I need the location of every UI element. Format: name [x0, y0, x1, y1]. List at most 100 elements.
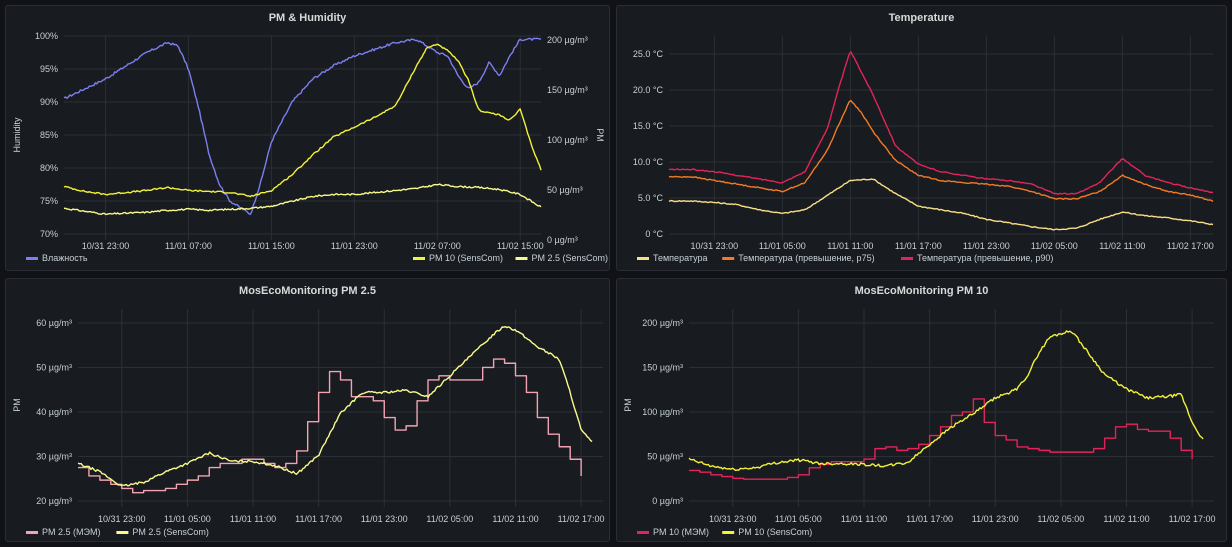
- series-line-1-1: [668, 99, 1214, 203]
- legend-label: Температура: [653, 253, 708, 263]
- y-tick-label: 85%: [40, 130, 58, 140]
- legend-swatch: [515, 257, 528, 260]
- x-tick-label: 11/01 23:00: [963, 241, 1010, 251]
- x-tick-label: 11/01 07:00: [165, 241, 212, 251]
- x-tick-label: 11/01 23:00: [361, 514, 408, 524]
- x-tick-label: 11/01 17:00: [906, 514, 953, 524]
- y-tick-label: 95%: [40, 64, 58, 74]
- x-tick-label: 10/31 23:00: [709, 514, 757, 524]
- chart-temperature: 0 °C 5.0 °C 10.0 °C 15.0 °C 20.0 °C 25.0 °C 10…: [633, 36, 1214, 263]
- panel-pm-humidity: PM & Humidity 70% 75% 80% 85% 90% 95% 100% 0 µg…: [5, 5, 610, 271]
- legend-label: PM 10 (МЭМ): [653, 527, 709, 537]
- y-tick-label: 10.0 °C: [633, 157, 664, 167]
- x-tick-label: 10/31 23:00: [98, 514, 146, 524]
- panel-pm25: MosEcoMonitoring PM 2.5 20 µg/m³ 30 µg/m³…: [5, 278, 610, 542]
- y-tick-label: 15.0 °C: [633, 121, 664, 131]
- x-tick-label: 11/02 11:00: [492, 514, 538, 524]
- y2-tick-label: 200 µg/m³: [547, 35, 588, 45]
- panel-title[interactable]: MosEcoMonitoring PM 10: [854, 285, 989, 297]
- y-tick-label: 50 µg/m³: [36, 363, 72, 373]
- y-tick-label: 25.0 °C: [633, 49, 664, 59]
- legend-swatch: [637, 257, 649, 260]
- x-tick-label: 11/02 11:00: [1099, 241, 1145, 251]
- y-tick-label: 30 µg/m³: [36, 452, 72, 462]
- y2-tick-label: 0 µg/m³: [547, 235, 578, 245]
- series-line-2-1: [77, 325, 593, 487]
- y-tick-label: 40 µg/m³: [36, 407, 72, 417]
- legend-item[interactable]: PM 10 (МЭМ): [637, 527, 709, 537]
- x-tick-label: 10/31 23:00: [82, 241, 130, 251]
- y2-axis-label: PM: [595, 128, 605, 142]
- legend-label: PM 2.5 (SensCom): [132, 527, 209, 537]
- x-tick-label: 11/01 11:00: [841, 514, 887, 524]
- y-tick-label: 60 µg/m³: [36, 318, 72, 328]
- x-tick-label: 11/01 11:00: [230, 514, 276, 524]
- x-tick-label: 11/02 05:00: [1037, 514, 1084, 524]
- x-tick-label: 11/02 11:00: [1103, 514, 1149, 524]
- series-line-3-1: [688, 330, 1204, 472]
- panel-temperature: Temperature 0 °C 5.0 °C 10.0 °C 15.0 °C 20.0…: [616, 5, 1227, 271]
- legend-item[interactable]: PM 10 (SensCom): [722, 527, 812, 537]
- y-tick-label: 50 µg/m³: [647, 452, 683, 462]
- series-line-0-0: [63, 37, 542, 216]
- legend-item[interactable]: PM 2.5 (SensCom): [116, 527, 209, 537]
- x-tick-label: 11/01 17:00: [895, 241, 942, 251]
- x-tick-label: 11/02 17:00: [1167, 241, 1214, 251]
- y-tick-label: 75%: [40, 196, 58, 206]
- y-tick-label: 0 °C: [645, 229, 663, 239]
- legend-item[interactable]: PM 2.5 (МЭМ): [26, 527, 100, 537]
- y2-tick-label: 150 µg/m³: [547, 85, 588, 95]
- panel-title[interactable]: PM & Humidity: [268, 12, 347, 24]
- y-tick-label: 90%: [40, 97, 58, 107]
- series-line-1-0: [668, 178, 1214, 231]
- legend-swatch: [413, 257, 425, 260]
- x-tick-label: 11/02 07:00: [414, 241, 461, 251]
- panel-title[interactable]: Temperature: [888, 12, 955, 24]
- x-tick-label: 11/02 15:00: [497, 241, 544, 251]
- y2-tick-label: 50 µg/m³: [547, 185, 583, 195]
- x-tick-label: 11/01 23:00: [331, 241, 378, 251]
- chart-pm10: 0 µg/m³ 50 µg/m³ 100 µg/m³ 150 µg/m³ 200 µg/…: [623, 309, 1216, 537]
- x-tick-label: 11/01 17:00: [295, 514, 342, 524]
- legend-item[interactable]: Температура (превышение, p90): [901, 253, 1053, 263]
- legend-swatch: [637, 531, 649, 534]
- x-tick-label: 11/02 17:00: [558, 514, 605, 524]
- y-tick-label: 20 µg/m³: [36, 496, 72, 506]
- series-line-1-2: [668, 51, 1214, 195]
- y-tick-label: 20.0 °C: [633, 85, 664, 95]
- legend-item[interactable]: Температура: [637, 253, 708, 263]
- y-tick-label: 100%: [35, 31, 58, 41]
- legend-swatch: [901, 257, 913, 260]
- series-line-3-0: [689, 398, 1193, 480]
- legend-item[interactable]: PM 10 (SensCom): [413, 253, 503, 263]
- x-tick-label: 11/01 05:00: [164, 514, 211, 524]
- legend-item[interactable]: Влажность: [26, 253, 88, 263]
- legend-label: PM 10 (SensCom): [738, 527, 812, 537]
- legend-label: PM 2.5 (SensCom): [532, 253, 609, 263]
- legend-label: Температура (превышение, p90): [917, 253, 1053, 263]
- legend-item[interactable]: PM 2.5 (SensCom): [515, 253, 609, 263]
- legend-swatch: [722, 531, 735, 534]
- x-tick-label: 11/01 23:00: [972, 514, 1019, 524]
- panel-pm10: MosEcoMonitoring PM 10 0 µg/m³ 50 µg/m³ 10…: [616, 278, 1227, 542]
- legend-swatch: [116, 531, 129, 534]
- y-tick-label: 5.0 °C: [638, 193, 664, 203]
- x-tick-label: 11/01 15:00: [248, 241, 295, 251]
- legend-label: Температура (превышение, p75): [738, 253, 874, 263]
- x-tick-label: 10/31 23:00: [691, 241, 739, 251]
- x-tick-label: 11/02 17:00: [1169, 514, 1216, 524]
- y-axis-label: PM: [623, 398, 633, 412]
- y-tick-label: 100 µg/m³: [642, 407, 683, 417]
- y2-tick-label: 100 µg/m³: [547, 135, 588, 145]
- y-tick-label: 80%: [40, 163, 58, 173]
- x-tick-label: 11/01 05:00: [775, 514, 822, 524]
- panel-title[interactable]: MosEcoMonitoring PM 2.5: [239, 285, 376, 297]
- legend-label: PM 10 (SensCom): [429, 253, 503, 263]
- legend-item[interactable]: Температура (превышение, p75): [722, 253, 875, 263]
- series-line-0-2: [64, 183, 542, 216]
- x-tick-label: 11/02 05:00: [1031, 241, 1078, 251]
- y-axis-label: Humidity: [12, 117, 22, 153]
- chart-pm25: 20 µg/m³ 30 µg/m³ 40 µg/m³ 50 µg/m³ 60 µg/m³…: [12, 309, 605, 537]
- y-axis-label: PM: [12, 398, 22, 412]
- y-tick-label: 150 µg/m³: [642, 363, 683, 373]
